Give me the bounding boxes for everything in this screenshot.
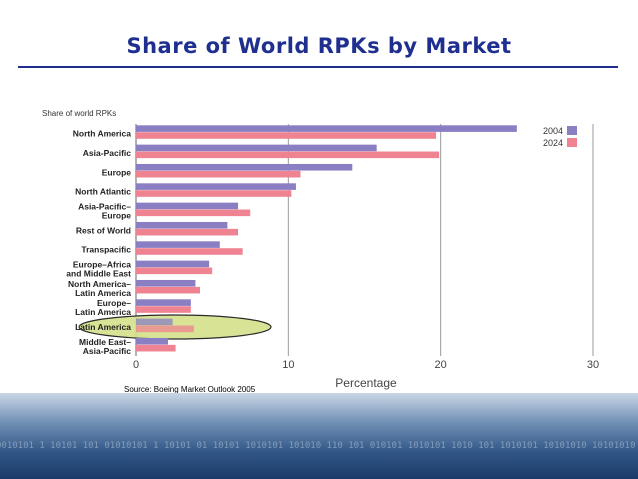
x-tick-label: 30 [587,359,599,371]
category-label: North Atlantic [75,187,131,197]
bar-2024-2 [136,170,301,178]
footer-decoration: 0010101 1 10101 101 01010101 1 10101 01 … [0,393,638,479]
bar-2004-8 [136,279,196,287]
category-label: Asia-Pacific [83,346,131,356]
category-label: Latin America [75,322,131,332]
category-label: Europe [102,167,132,177]
bar-2004-7 [136,260,210,268]
legend-label: 2024 [543,138,563,148]
bar-2004-11 [136,337,168,345]
category-label: North America– [68,279,131,289]
bar-2024-7 [136,267,213,275]
x-tick-label: 20 [435,359,447,371]
footer-binary-text: 0010101 1 10101 101 01010101 1 10101 01 … [0,441,638,451]
bar-2024-10 [136,325,194,333]
x-tick-label: 10 [282,359,294,371]
category-label: Asia-Pacific [83,148,131,158]
category-label: Rest of World [76,225,131,235]
bar-2024-9 [136,306,191,313]
category-labels: North America Asia-Pacific Europe North Atl… [66,129,131,356]
bar-2024-0 [136,132,437,139]
source-note: Source: Boeing Market Outlook 2005 [124,385,256,394]
legend-label: 2004 [543,126,563,136]
category-label: Europe [102,211,132,221]
bar-2004-3 [136,183,296,190]
bar-2024-1 [136,151,440,159]
bar-2004-4 [136,202,239,210]
bar-2004-0 [136,125,517,132]
chart-panel: Share of world RPKs North America Asia-Pa… [40,102,600,396]
bar-2024-3 [136,190,292,197]
bar-2004-2 [136,163,353,171]
bar-2004-6 [136,241,220,248]
category-label: Latin America [75,288,131,298]
category-label: and Middle East [66,269,131,279]
legend-swatch [567,138,577,147]
chart-legend: 2004 2024 [543,126,577,148]
bar-2024-8 [136,286,200,294]
bar-2024-11 [136,344,176,352]
category-label: Asia-Pacific– [78,202,131,212]
x-tick-labels: 0 10 20 30 [133,359,599,371]
bar-2004-1 [136,144,377,152]
bar-2024-6 [136,248,243,255]
slide-title: Share of World RPKs by Market [126,34,512,58]
category-label: Transpacific [81,245,131,255]
bar-2004-10 [136,318,173,326]
bar-chart: Share of world RPKs North America Asia-Pa… [42,109,599,394]
bar-2004-5 [136,221,228,229]
category-label: Europe–Africa [73,260,131,270]
x-tick-label: 0 [133,359,139,371]
legend-swatch [567,126,577,135]
category-label: Latin America [75,307,131,317]
bar-2004-9 [136,299,191,306]
bars-layer [136,125,517,352]
x-axis-label: Percentage [335,376,397,390]
category-label: North America [73,129,132,139]
title-divider [18,66,618,68]
category-label: Europe– [97,298,131,308]
bar-2024-4 [136,209,251,217]
bar-2024-5 [136,228,239,236]
chart-title: Share of world RPKs [42,109,116,118]
category-label: Middle East– [79,337,131,347]
